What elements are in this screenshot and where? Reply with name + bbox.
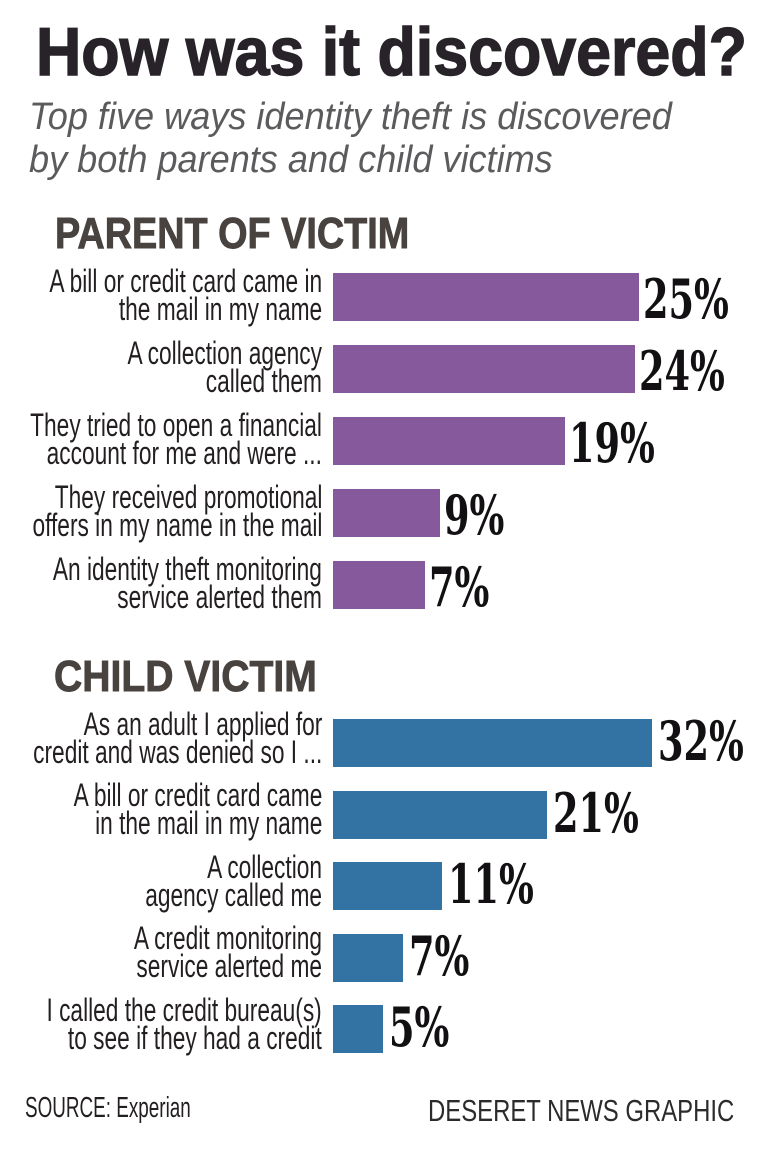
bar-label: A bill or credit card came in the mail i… [73, 777, 322, 841]
bar-value: 5% [389, 995, 450, 1059]
graphic-credit: DESERET NEWS GRAPHIC [428, 1093, 735, 1128]
bar [333, 561, 425, 609]
chart-subtitle: Top five ways identity theft is discover… [29, 96, 672, 181]
bar [333, 933, 404, 982]
bar [333, 345, 635, 393]
bar-value: 9% [444, 483, 505, 547]
bar-value: 32% [658, 709, 744, 773]
section-heading-parent-of-victim: PARENT OF VICTIM [55, 209, 410, 258]
bar-value: 24% [639, 339, 725, 403]
bar-value: 19% [568, 411, 655, 475]
chart-title: How was it discovered? [35, 14, 747, 90]
bar-label: They received promotional offers in my n… [31, 479, 322, 543]
bar-value: 7% [409, 923, 470, 988]
bar-value: 21% [552, 780, 639, 845]
bar-label: An identity theft monitoring service ale… [52, 551, 322, 615]
source-credit: SOURCE: Experian [25, 1092, 191, 1124]
bar [333, 1005, 384, 1053]
bar-label: A bill or credit card came in the mail i… [49, 263, 322, 327]
bar-label: A collection agency called them [127, 335, 322, 399]
bar-label: A credit monitoring service alerted me [133, 920, 322, 984]
bar [333, 273, 639, 321]
bar [333, 417, 565, 465]
bar-label: As an adult I applied for credit and was… [32, 705, 322, 770]
bar-value: 11% [447, 852, 534, 916]
section-heading-child-victim: CHILD VICTIM [54, 652, 318, 701]
bar [333, 862, 442, 910]
bar-label: I called the credit bureau(s) to see if … [46, 991, 322, 1056]
bar-label: They tried to open a financial account f… [30, 407, 322, 471]
bar-label: A collection agency called me [145, 848, 322, 913]
bar [333, 790, 547, 839]
bar [333, 719, 652, 767]
bar [333, 489, 440, 537]
bar-value: 7% [428, 555, 489, 619]
bar-value: 25% [643, 267, 729, 331]
